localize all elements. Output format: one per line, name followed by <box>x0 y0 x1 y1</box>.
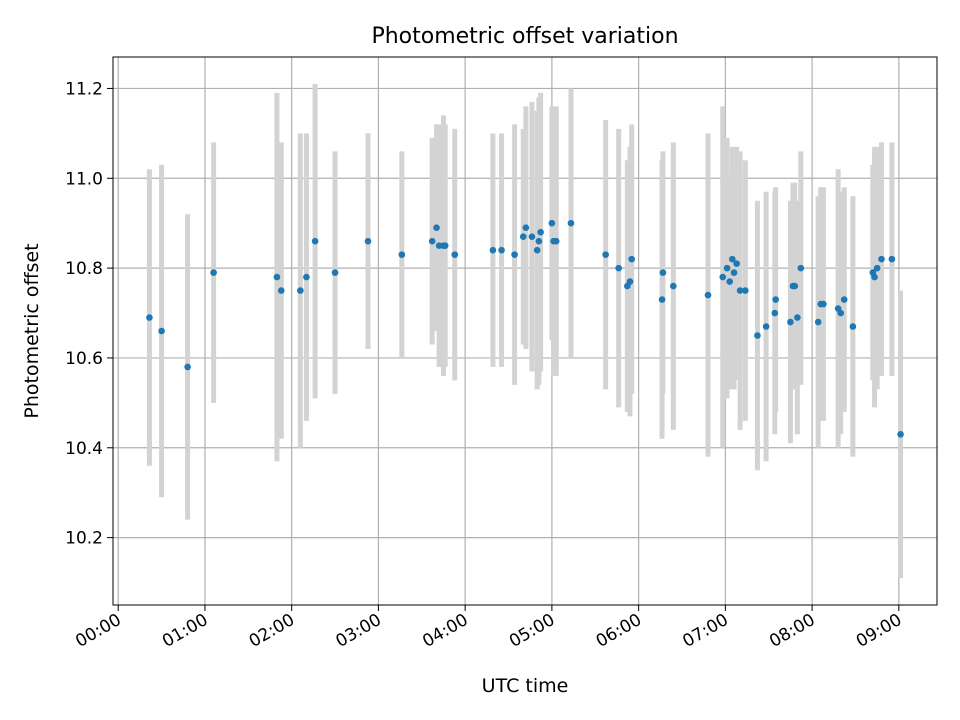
data-point <box>628 255 635 263</box>
data-point <box>726 278 733 285</box>
data-points <box>146 219 904 438</box>
data-point <box>626 278 634 285</box>
data-point <box>277 287 285 294</box>
data-point <box>723 264 731 272</box>
data-point <box>814 318 822 326</box>
data-point <box>615 264 622 272</box>
data-point <box>533 246 541 254</box>
y-axis-ticks: 10.2 10.4 10.6 10.8 11.0 11.2 <box>65 79 113 549</box>
data-point <box>273 273 281 281</box>
data-point <box>736 287 744 294</box>
data-point <box>742 287 749 294</box>
data-point <box>528 233 536 240</box>
data-point <box>567 219 575 227</box>
data-point <box>210 269 217 276</box>
data-point <box>552 237 560 245</box>
data-point <box>771 309 779 317</box>
data-point <box>303 273 310 281</box>
data-point <box>820 300 827 308</box>
data-point <box>522 224 530 231</box>
data-point <box>184 363 191 371</box>
y-axis-label: Photometric offset <box>21 243 43 418</box>
data-point <box>519 233 527 240</box>
data-point <box>146 314 153 321</box>
data-point <box>297 287 304 294</box>
data-point <box>754 332 761 339</box>
data-point <box>548 219 556 227</box>
data-point <box>398 251 406 258</box>
data-point <box>787 318 794 326</box>
data-point <box>602 251 609 258</box>
data-point <box>840 296 848 303</box>
data-point <box>433 224 440 231</box>
data-point <box>878 255 885 263</box>
data-point <box>729 255 736 263</box>
y-tick-label: 11.2 <box>65 79 103 99</box>
data-point <box>489 246 497 254</box>
data-point <box>849 323 857 330</box>
data-point <box>794 314 801 321</box>
data-point <box>511 251 518 258</box>
data-point <box>331 269 339 276</box>
data-point <box>837 309 845 317</box>
data-point <box>670 282 677 290</box>
plot-frame <box>112 56 938 606</box>
data-point <box>451 251 459 258</box>
data-point <box>428 237 436 245</box>
data-point <box>772 296 779 303</box>
y-tick-label: 10.8 <box>65 259 103 279</box>
y-tick-label: 10.2 <box>65 529 103 549</box>
data-point <box>535 237 543 245</box>
data-point <box>158 327 165 335</box>
data-point <box>719 273 727 281</box>
x-axis-label: UTC time <box>482 675 569 697</box>
data-point <box>658 296 666 303</box>
data-point <box>537 228 544 236</box>
data-point <box>730 269 738 276</box>
data-point <box>762 323 770 330</box>
data-point <box>733 260 740 267</box>
data-point <box>704 291 712 299</box>
y-tick-label: 10.4 <box>65 439 103 459</box>
data-point <box>871 273 878 281</box>
data-point <box>311 237 319 245</box>
data-point <box>364 237 372 245</box>
data-point <box>897 431 904 438</box>
chart-title: Photometric offset variation <box>371 24 678 49</box>
data-point <box>888 255 896 263</box>
data-point <box>659 269 667 276</box>
data-point <box>797 264 805 272</box>
data-point <box>791 282 799 290</box>
y-tick-label: 11.0 <box>65 169 103 189</box>
data-point <box>873 264 881 272</box>
data-point <box>441 242 449 249</box>
data-point <box>498 246 505 254</box>
y-tick-label: 10.6 <box>65 349 103 369</box>
